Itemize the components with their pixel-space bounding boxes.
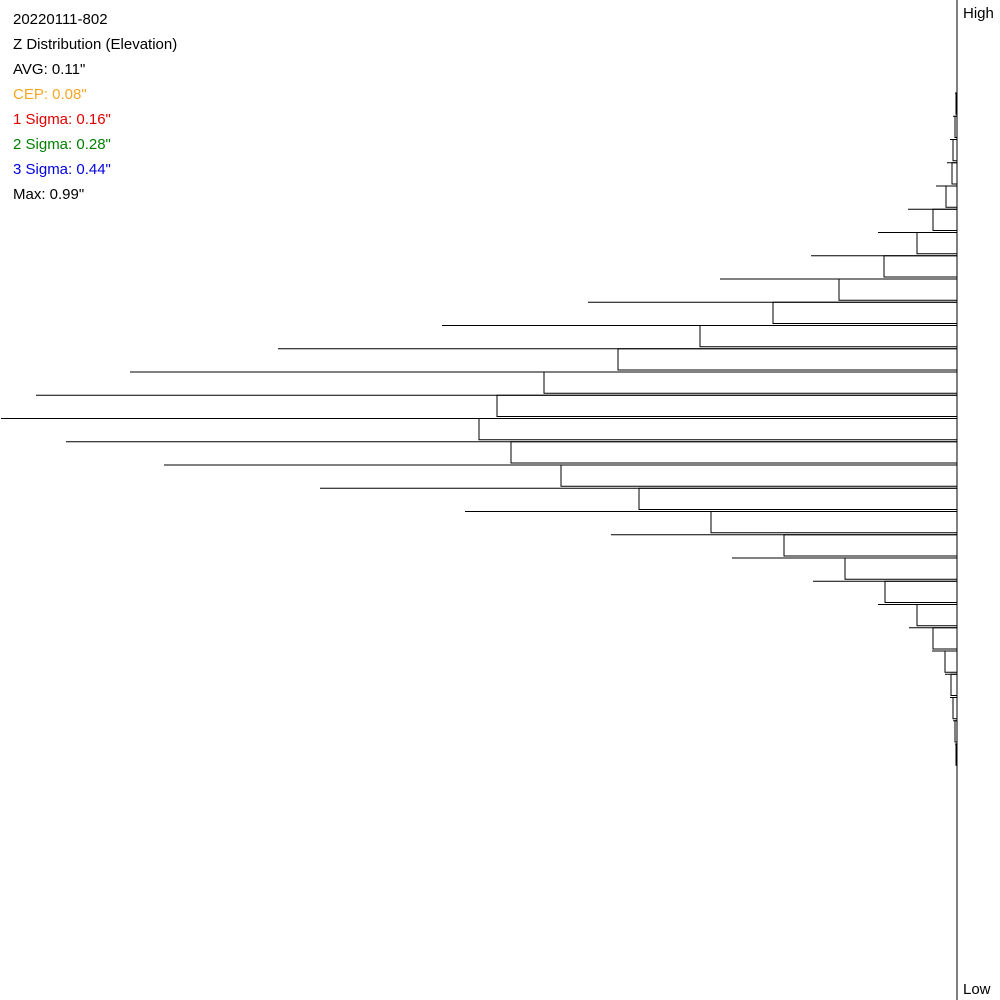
chart-title: 20220111-802 [13, 11, 108, 28]
bin-box [783, 534, 958, 557]
bin-box [560, 464, 958, 487]
bin-box [952, 139, 958, 162]
bin-box [838, 278, 958, 301]
stat-label: 2 Sigma: 0.28" [13, 136, 111, 153]
bin-box [638, 487, 958, 510]
low-label: Low [963, 981, 991, 998]
bin-box [617, 348, 958, 371]
bin-box [884, 580, 958, 603]
bin-box [916, 232, 958, 255]
bin-box [945, 185, 958, 208]
bin-box [955, 92, 958, 115]
bin-box [699, 325, 958, 348]
chart-subtitle: Z Distribution (Elevation) [13, 36, 177, 53]
bin-box [954, 115, 958, 138]
stat-label: CEP: 0.08" [13, 86, 87, 103]
bin-box [543, 371, 958, 394]
bin-box [944, 650, 958, 673]
bin-box [932, 627, 958, 650]
high-label: High [963, 5, 994, 22]
bin-box [772, 301, 958, 324]
bin-box [955, 743, 958, 766]
bin-box [950, 673, 958, 696]
bin-box [496, 394, 958, 417]
stat-label: 3 Sigma: 0.44" [13, 161, 111, 178]
bin-box [952, 697, 958, 720]
stat-label: Max: 0.99" [13, 186, 84, 203]
stat-label: AVG: 0.11" [13, 61, 85, 78]
bin-box [916, 604, 958, 627]
stat-label: 1 Sigma: 0.16" [13, 111, 111, 128]
bin-box [954, 720, 958, 743]
bin-box [478, 418, 958, 441]
bin-box [932, 208, 958, 231]
bin-box [710, 511, 958, 534]
bin-box [510, 441, 958, 464]
bin-box [844, 557, 958, 580]
bin-box [883, 255, 958, 278]
bin-box [951, 162, 958, 185]
